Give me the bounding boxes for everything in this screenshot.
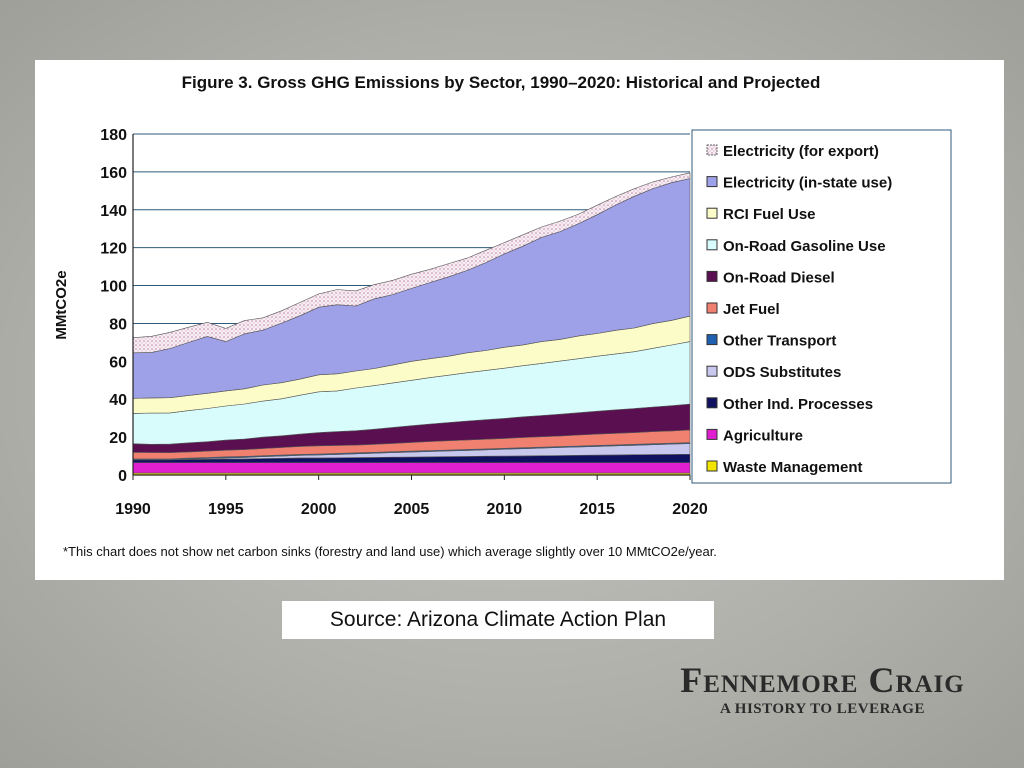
stacked-area-chart: Figure 3. Gross GHG Emissions by Sector,… — [53, 73, 952, 559]
legend-entry: Waste Management — [723, 459, 862, 476]
area-electricity-for-export — [132, 172, 691, 354]
y-tick-label: 160 — [100, 165, 127, 182]
x-tick-label: 2005 — [394, 501, 430, 518]
x-tick-label: 2010 — [487, 501, 523, 518]
y-tick-label: 180 — [100, 127, 127, 144]
legend-entry: Jet Fuel — [723, 301, 780, 318]
y-tick-label: 120 — [100, 241, 127, 258]
legend-entry: Other Ind. Processes — [723, 396, 873, 413]
legend-entry: ODS Substitutes — [723, 364, 841, 381]
logo-tagline: A HISTORY TO LEVERAGE — [720, 701, 925, 717]
chart-footnote: *This chart does not show net carbon sin… — [63, 544, 717, 559]
x-tick-label: 2020 — [672, 501, 708, 518]
legend-swatch — [706, 397, 718, 409]
legend-swatch — [706, 334, 718, 346]
logo-name: Fennemore Craig — [680, 660, 965, 700]
legend-swatch — [706, 460, 718, 472]
legend-swatch — [706, 207, 718, 219]
legend-swatch — [706, 144, 718, 156]
legend-entry: Electricity (in-state use) — [723, 175, 892, 192]
x-tick-label: 1995 — [208, 501, 244, 518]
company-logo: Fennemore Craig A HISTORY TO LEVERAGE — [650, 660, 995, 718]
legend-swatch — [706, 365, 718, 377]
area-layer — [132, 172, 691, 476]
chart-panel: Figure 3. Gross GHG Emissions by Sector,… — [35, 60, 1004, 580]
y-tick-label: 60 — [109, 354, 127, 371]
legend-entry: RCI Fuel Use — [723, 206, 816, 223]
legend-swatch — [706, 428, 718, 440]
y-tick-label: 80 — [109, 316, 127, 333]
x-tick-label: 2015 — [579, 501, 615, 518]
y-tick-label: 140 — [100, 203, 127, 220]
legend-swatch — [706, 176, 718, 188]
y-tick-label: 40 — [109, 392, 127, 409]
y-tick-label: 20 — [109, 430, 127, 447]
legend: Electricity (for export) Electricity (in-… — [691, 129, 952, 484]
legend-entry: Other Transport — [723, 333, 836, 350]
chart-title: Figure 3. Gross GHG Emissions by Sector,… — [182, 73, 821, 92]
area-agriculture — [132, 462, 691, 474]
y-tick-label: 100 — [100, 279, 127, 296]
y-axis-label: MMtCO2e — [53, 270, 70, 339]
legend-entry: Electricity (for export) — [723, 143, 879, 160]
y-tick-label: 0 — [118, 468, 127, 485]
x-tick-label: 2000 — [301, 501, 337, 518]
legend-swatch — [706, 302, 718, 314]
legend-swatch — [706, 270, 718, 282]
legend-box — [691, 129, 952, 484]
legend-swatch — [706, 239, 718, 251]
x-tick-label: 1990 — [115, 501, 151, 518]
source-caption: Source: Arizona Climate Action Plan — [282, 601, 714, 639]
legend-entry: Agriculture — [723, 427, 803, 444]
legend-entry: On-Road Gasoline Use — [723, 238, 886, 255]
legend-entry: On-Road Diesel — [723, 269, 835, 286]
axes: 0 20 40 60 80 100 120 140 160 180 1990 1995 2000 2005… — [100, 127, 708, 518]
